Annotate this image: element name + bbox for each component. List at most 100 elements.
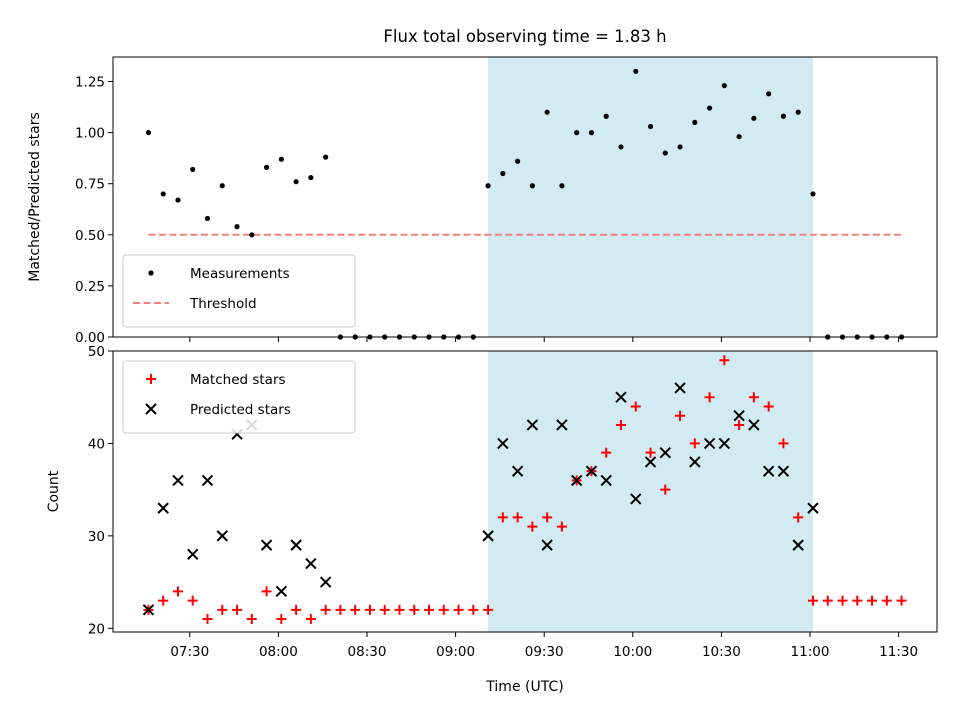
data-point bbox=[246, 614, 257, 625]
data-point bbox=[689, 456, 701, 468]
data-point bbox=[677, 144, 683, 150]
data-point bbox=[630, 401, 641, 412]
data-point bbox=[276, 614, 287, 625]
data-point bbox=[544, 109, 550, 115]
data-point bbox=[512, 512, 523, 523]
data-point bbox=[263, 164, 270, 170]
legend-label: Predicted stars bbox=[190, 402, 291, 418]
data-point bbox=[290, 539, 302, 551]
data-point bbox=[867, 595, 878, 606]
data-point bbox=[600, 474, 612, 487]
data-point bbox=[320, 604, 331, 615]
x-axis-title: Time (UTC) bbox=[485, 679, 563, 695]
data-point bbox=[364, 604, 375, 615]
y-tick-label: 1.00 bbox=[75, 126, 105, 142]
data-point bbox=[751, 115, 757, 121]
highlight-span bbox=[488, 351, 813, 632]
data-point bbox=[822, 595, 833, 606]
data-point bbox=[145, 130, 152, 136]
data-point bbox=[719, 355, 730, 366]
x-tick-label: 09:30 bbox=[525, 644, 564, 660]
data-point bbox=[807, 595, 818, 606]
data-point bbox=[692, 119, 698, 126]
data-point bbox=[468, 604, 479, 615]
data-point bbox=[515, 158, 521, 164]
data-point bbox=[645, 447, 656, 458]
data-point bbox=[660, 484, 671, 495]
data-point bbox=[232, 604, 243, 615]
data-point bbox=[142, 604, 155, 616]
data-point bbox=[762, 465, 775, 477]
highlight-span bbox=[488, 57, 813, 337]
data-point bbox=[852, 595, 863, 606]
data-point bbox=[780, 113, 787, 119]
y-tick-label: 50 bbox=[88, 344, 105, 360]
y-tick-label: 20 bbox=[88, 621, 105, 637]
legend-label: Matched stars bbox=[190, 372, 286, 388]
data-point bbox=[792, 539, 804, 551]
data-point bbox=[706, 105, 713, 111]
data-point bbox=[305, 557, 317, 570]
data-point bbox=[278, 156, 284, 162]
data-point bbox=[335, 604, 346, 615]
data-point bbox=[219, 183, 225, 189]
data-point bbox=[556, 419, 568, 431]
data-point bbox=[291, 604, 302, 615]
data-point bbox=[763, 401, 774, 412]
data-point bbox=[261, 586, 272, 597]
data-point bbox=[659, 446, 671, 459]
data-point bbox=[438, 604, 449, 615]
legend-swatch bbox=[148, 270, 154, 276]
legend: Measurements Threshold bbox=[122, 254, 356, 328]
data-point bbox=[187, 595, 198, 606]
data-point bbox=[559, 183, 565, 189]
y-tick-label: 0.25 bbox=[75, 279, 105, 295]
data-point bbox=[234, 224, 240, 230]
data-point bbox=[777, 465, 790, 477]
data-point bbox=[453, 604, 464, 615]
data-point bbox=[734, 419, 745, 430]
data-point bbox=[541, 539, 553, 551]
x-tick-label: 10:00 bbox=[613, 644, 652, 660]
plot-frame bbox=[112, 350, 938, 633]
x-tick-label: 07:30 bbox=[170, 644, 209, 660]
data-point bbox=[795, 109, 801, 115]
data-point bbox=[556, 521, 567, 532]
legend-label: Measurements bbox=[190, 266, 290, 282]
legend-box bbox=[122, 360, 356, 434]
data-point bbox=[293, 179, 299, 185]
data-point bbox=[603, 113, 609, 119]
data-point bbox=[217, 604, 228, 615]
data-point bbox=[574, 130, 580, 136]
data-point bbox=[394, 604, 405, 615]
data-point bbox=[526, 419, 539, 431]
legend-swatch bbox=[146, 374, 156, 384]
x-tick-label: 08:00 bbox=[259, 644, 298, 660]
data-point bbox=[662, 150, 668, 156]
data-point bbox=[482, 530, 494, 542]
ratio-panel: 0.00 0.25 0.50 0.75 1.00 1.25 Matched/Predicte… bbox=[27, 56, 938, 346]
data-point bbox=[497, 512, 508, 523]
data-point bbox=[615, 419, 626, 430]
series-predicted-stars bbox=[142, 382, 819, 616]
data-point bbox=[881, 595, 892, 606]
data-point bbox=[175, 197, 181, 203]
data-point bbox=[588, 130, 595, 136]
data-point bbox=[305, 614, 316, 625]
data-point bbox=[644, 456, 657, 468]
data-point bbox=[172, 474, 184, 487]
data-point bbox=[249, 232, 255, 238]
data-point bbox=[810, 191, 816, 197]
plot-frame bbox=[112, 56, 938, 338]
data-point bbox=[618, 144, 624, 150]
x-tick-label: 08:30 bbox=[348, 644, 387, 660]
data-point bbox=[704, 392, 715, 403]
data-point bbox=[748, 392, 759, 403]
data-point bbox=[766, 91, 772, 97]
y-tick-label: 1.25 bbox=[75, 75, 105, 91]
data-point bbox=[585, 465, 598, 477]
data-point bbox=[542, 512, 553, 523]
data-point bbox=[497, 437, 509, 450]
series-matched-stars bbox=[143, 355, 907, 625]
